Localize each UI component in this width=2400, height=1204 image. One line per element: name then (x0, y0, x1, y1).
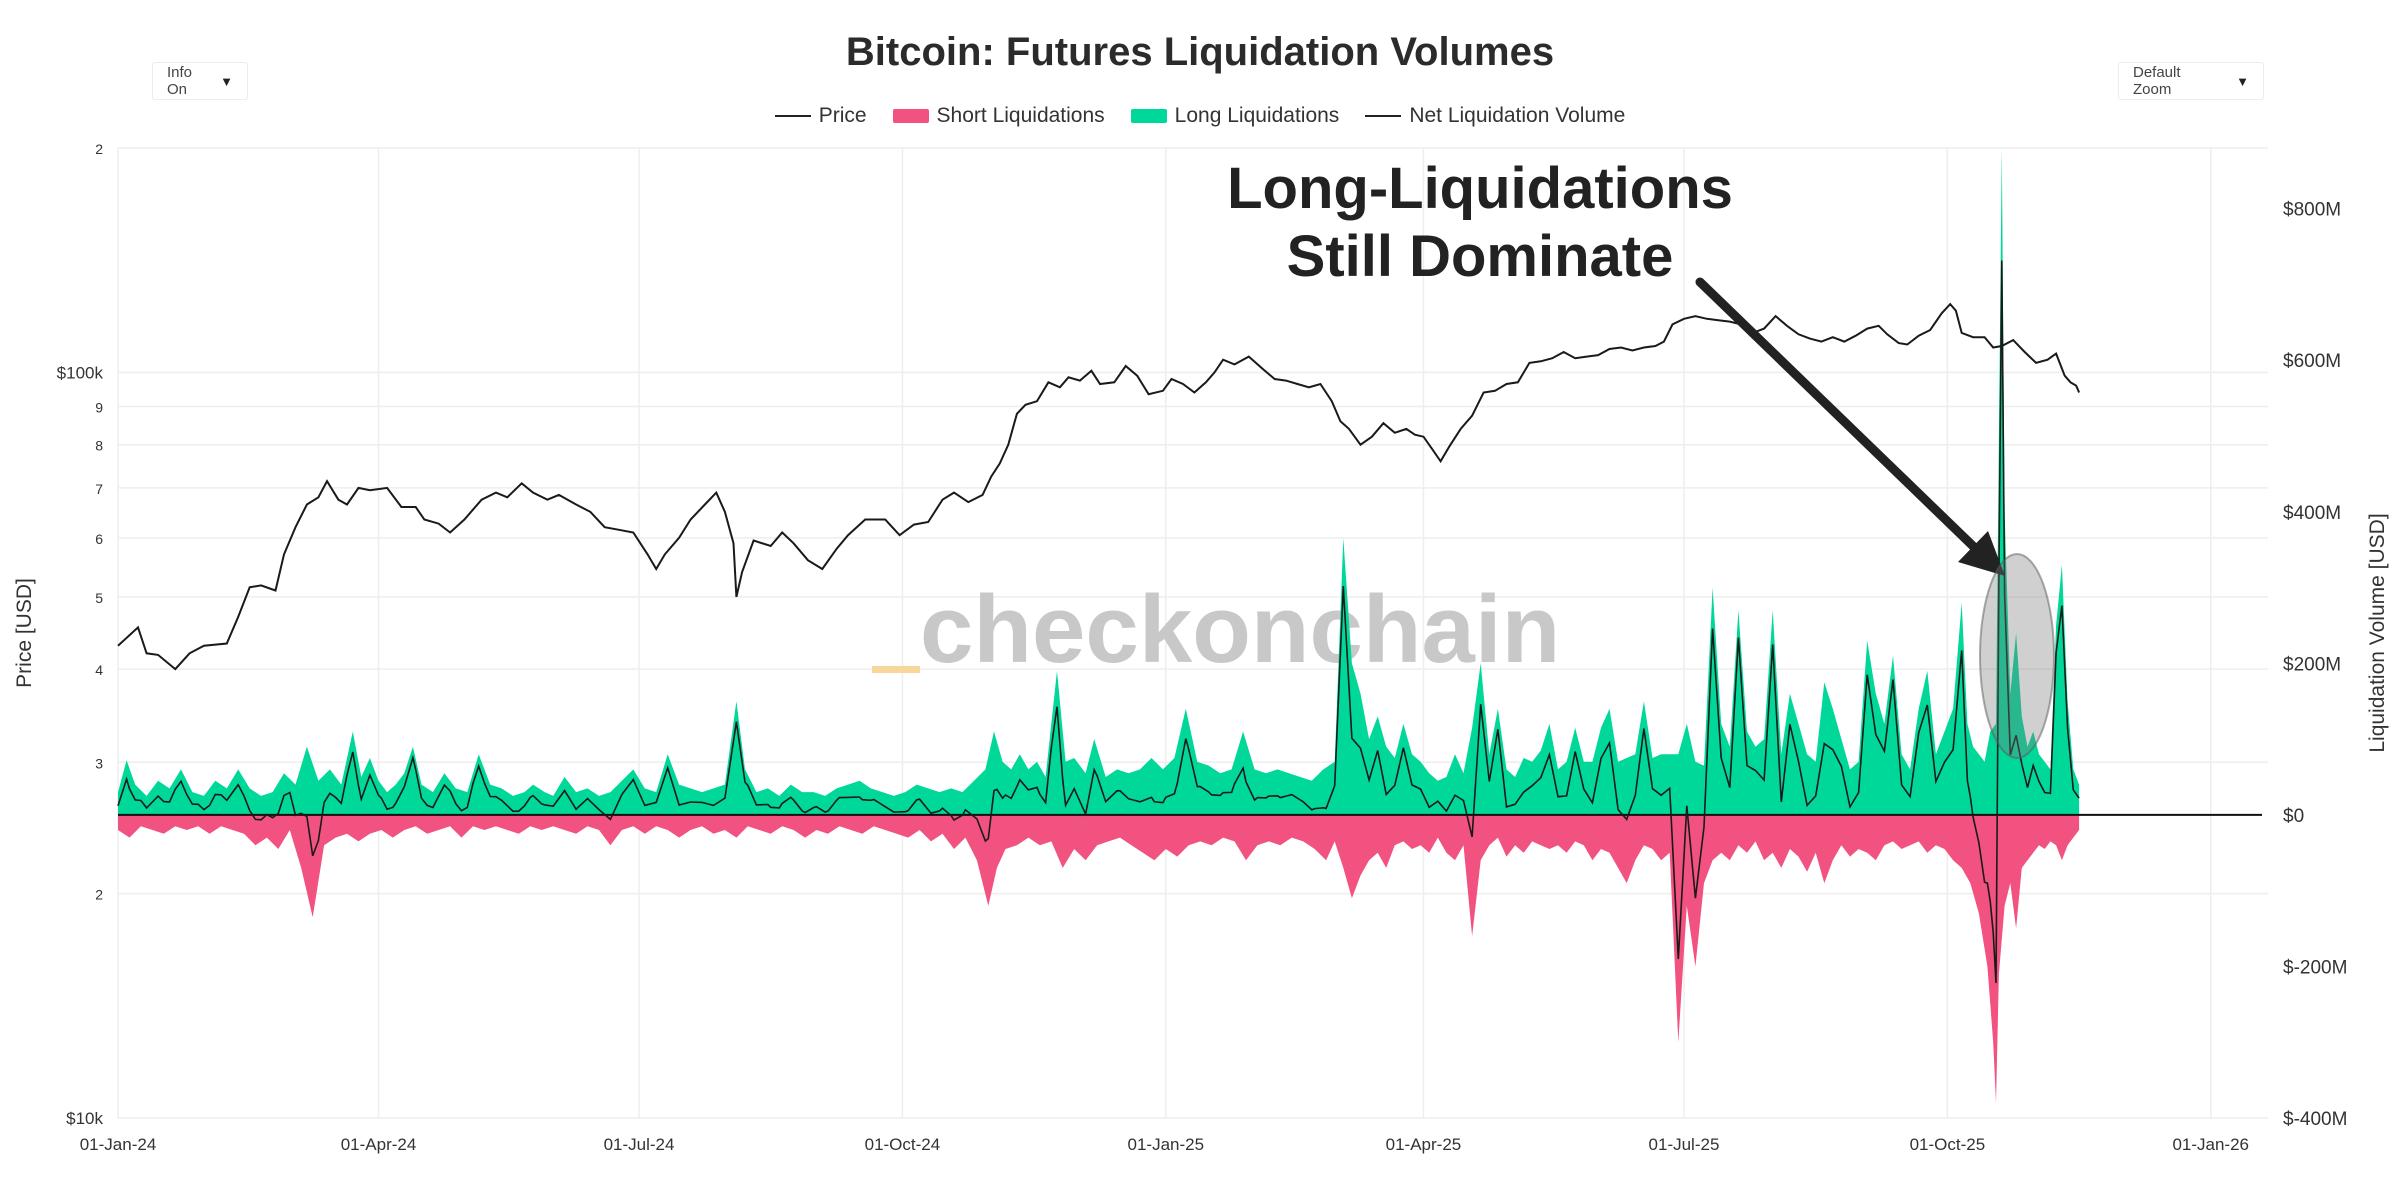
legend-label-long: Long Liquidations (1174, 104, 1340, 127)
y-left-tick-label: $100k (57, 363, 104, 382)
y-left-tick-label: 9 (95, 400, 103, 416)
legend-label-price: Price (818, 104, 867, 127)
y-right-axis-title: Liquidation Volume [USD] (2366, 513, 2389, 752)
y-left-tick-label: 2 (95, 887, 103, 903)
legend-swatch-net (1365, 115, 1402, 117)
x-tick-label: 01-Apr-25 (1386, 1135, 1462, 1154)
chart-legend: Price Short Liquidations Long Liquidatio… (0, 104, 2400, 128)
x-tick-label: 01-Apr-24 (341, 1135, 417, 1154)
legend-swatch-price (774, 115, 811, 117)
legend-swatch-short (892, 109, 929, 123)
highlight-ellipse (1979, 553, 2055, 759)
y-right-tick-label: $200M (2283, 654, 2341, 675)
long-liquidations-area (118, 148, 2080, 815)
x-tick-label: 01-Jan-24 (80, 1135, 157, 1154)
chevron-down-icon: ▼ (220, 73, 233, 89)
y-right-tick-label: $600M (2283, 351, 2341, 372)
y-left-tick-label: 2 (95, 141, 103, 157)
y-left-tick-label: 8 (95, 438, 103, 454)
y-left-tick-label: 7 (95, 481, 103, 497)
x-tick-label: 01-Oct-24 (865, 1135, 941, 1154)
y-right-tick-label: $0 (2283, 806, 2304, 827)
y-right-tick-label: $-400M (2283, 1109, 2347, 1130)
annotation-arrow-shaft (1695, 277, 1980, 553)
y-left-tick-label: 5 (95, 590, 103, 606)
net-liquidation-line (117, 260, 2080, 984)
legend-label-net: Net Liquidation Volume (1409, 104, 1626, 127)
legend-item-long[interactable]: Long Liquidations (1130, 104, 1340, 128)
watermark-text: checkonchain (920, 576, 1560, 683)
y-left-tick-label: $10k (66, 1109, 103, 1128)
price-line (117, 302, 2081, 671)
series-lines (117, 260, 2262, 984)
y-left-tick-label: 6 (95, 531, 103, 547)
watermark-accent-bar (872, 666, 920, 673)
info-toggle-dropdown[interactable]: Info On ▼ (152, 62, 248, 100)
x-tick-label: 01-Jul-25 (1649, 1135, 1720, 1154)
legend-label-short: Short Liquidations (936, 104, 1105, 127)
legend-item-short[interactable]: Short Liquidations (892, 104, 1105, 128)
axes: 01-Jan-24 01-Apr-24 01-Jul-24 01-Oct-24 01-J… (13, 141, 2389, 1154)
y-left-axis-title: Price [USD] (13, 578, 36, 688)
y-right-tick-label: $-200M (2283, 957, 2347, 978)
zoom-dropdown[interactable]: Default Zoom ▼ (2118, 62, 2264, 100)
x-tick-label: 01-Oct-25 (1910, 1135, 1986, 1154)
legend-item-price[interactable]: Price (774, 104, 867, 128)
legend-swatch-long (1130, 109, 1167, 123)
chevron-down-icon: ▼ (2236, 73, 2249, 89)
legend-item-net[interactable]: Net Liquidation Volume (1365, 104, 1625, 128)
info-toggle-label: Info On (167, 64, 193, 98)
y-right-tick-label: $400M (2283, 503, 2341, 524)
short-liquidations-area (118, 814, 2080, 1103)
annotation-line-1: Long-Liquidations (1227, 156, 1733, 221)
grid-lines (117, 147, 2268, 1119)
watermark: checkonchain (872, 576, 1560, 683)
x-tick-label: 01-Jan-25 (1128, 1135, 1205, 1154)
annotation-line-2: Still Dominate (1287, 224, 1674, 289)
x-tick-label: 01-Jul-24 (604, 1135, 675, 1154)
y-left-tick-label: 4 (95, 662, 103, 678)
annotation: Long-Liquidations Still Dominate (1227, 156, 2055, 759)
zoom-label: Default Zoom (2133, 64, 2181, 98)
y-right-tick-label: $800M (2283, 200, 2341, 221)
annotation-arrow-head (1958, 531, 2005, 576)
y-left-tick-label: 3 (95, 755, 103, 771)
x-tick-label: 01-Jan-26 (2172, 1135, 2249, 1154)
chart-title: Bitcoin: Futures Liquidation Volumes (845, 30, 1555, 74)
